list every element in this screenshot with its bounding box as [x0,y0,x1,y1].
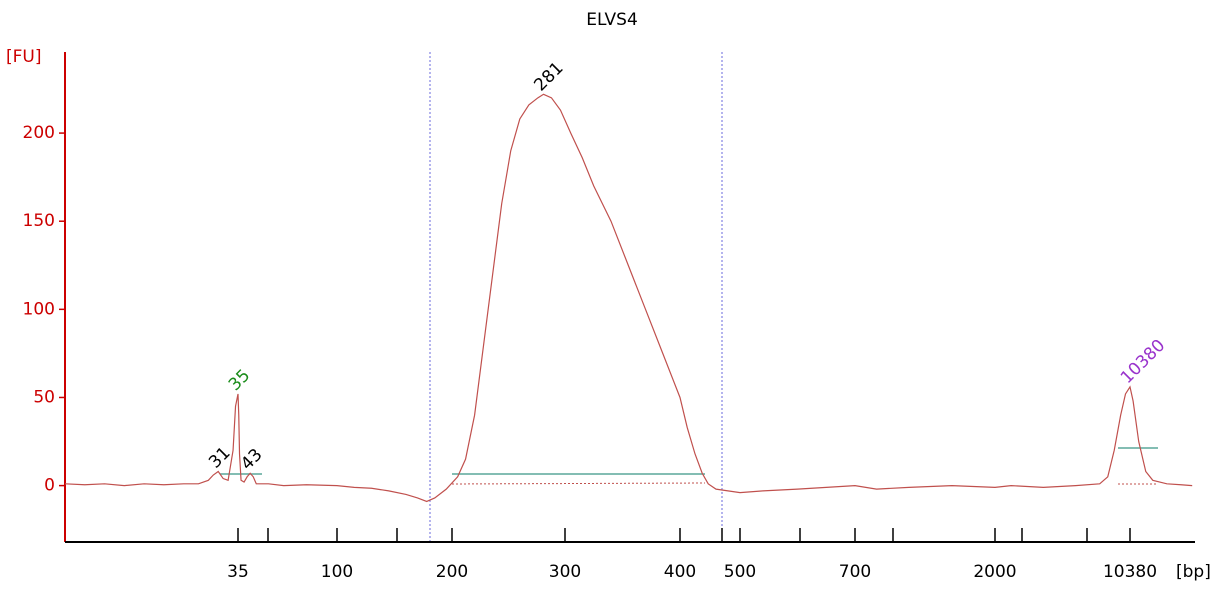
peak-label: 35 [225,366,254,395]
x-tick-label: 100 [321,562,353,582]
trace [64,93,1193,503]
x-tick-label: 10380 [1103,562,1157,582]
baseline [451,482,706,485]
x-tick-label: 2000 [973,562,1016,582]
y-axis-label: [FU] [6,47,42,67]
x-tick-label: 700 [839,562,871,582]
y-tick-label: 150 [23,211,55,231]
x-tick-label: 35 [227,562,249,582]
x-tick-label: 400 [664,562,696,582]
y-tick-label: 100 [23,299,55,319]
y-tick-label: 0 [44,476,55,496]
peak-label: 10380 [1117,336,1169,388]
y-tick-label: 50 [33,387,55,407]
x-axis-label: [bp] [1176,562,1211,582]
x-tick-label: 200 [436,562,468,582]
peak-label: 43 [237,445,266,474]
x-tick-label: 300 [549,562,581,582]
x-tick-label: 500 [724,562,756,582]
peak-label: 281 [530,58,567,95]
chart-title: ELVS4 [586,10,638,30]
y-tick-label: 200 [23,123,55,143]
